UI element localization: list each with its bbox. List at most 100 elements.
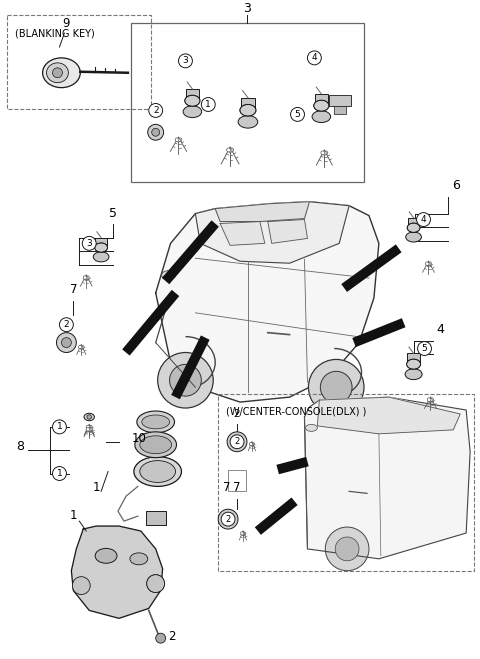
Ellipse shape [47,63,68,82]
Polygon shape [268,219,308,243]
Circle shape [83,276,87,279]
Ellipse shape [134,457,181,486]
Circle shape [427,262,430,266]
Circle shape [84,276,88,279]
Circle shape [169,364,201,396]
Circle shape [61,337,72,347]
Text: 2: 2 [226,515,231,524]
Bar [96,238,107,246]
Bar [408,353,420,362]
Text: 10: 10 [132,432,146,445]
Circle shape [57,333,76,353]
Circle shape [417,213,431,227]
Circle shape [429,398,432,402]
Circle shape [223,514,233,524]
Ellipse shape [305,424,317,432]
Circle shape [89,425,92,429]
Text: 4: 4 [420,215,426,224]
Bar [131,23,364,182]
Circle shape [86,276,89,279]
Text: 4: 4 [436,323,444,335]
Circle shape [323,152,326,155]
Circle shape [290,107,304,121]
Circle shape [156,633,166,643]
Circle shape [232,437,242,447]
Circle shape [52,420,66,434]
Circle shape [52,467,66,480]
Circle shape [52,68,62,78]
Ellipse shape [135,432,177,457]
Ellipse shape [140,436,171,453]
Circle shape [87,415,92,419]
Text: 1: 1 [70,509,77,522]
Circle shape [309,359,364,415]
Polygon shape [72,526,163,618]
Circle shape [325,527,369,571]
Text: 3: 3 [182,57,188,65]
Text: 1: 1 [93,481,100,494]
Text: 5: 5 [295,110,300,119]
Circle shape [178,138,182,142]
Circle shape [149,103,163,117]
Circle shape [335,537,359,561]
Text: 2: 2 [234,409,240,419]
Ellipse shape [314,100,329,111]
Text: 1: 1 [57,422,62,432]
Ellipse shape [130,553,148,565]
Bar [186,89,199,99]
Text: 4: 4 [312,53,317,63]
Text: 8: 8 [16,440,24,453]
Ellipse shape [137,411,175,433]
Circle shape [87,426,91,429]
Ellipse shape [93,252,109,262]
Circle shape [152,129,160,136]
Circle shape [81,345,84,349]
Ellipse shape [84,413,95,420]
Circle shape [80,345,83,349]
Circle shape [60,318,73,331]
Circle shape [177,138,180,142]
Text: 6: 6 [452,179,460,192]
Bar [241,98,255,109]
Polygon shape [304,397,470,559]
Text: 1: 1 [205,100,211,109]
Ellipse shape [238,115,258,128]
Ellipse shape [407,223,420,233]
Circle shape [430,398,433,401]
Bar [334,107,346,115]
Ellipse shape [43,58,80,88]
Bar [228,469,246,492]
Text: 9: 9 [63,17,70,30]
Circle shape [320,371,352,403]
Text: (W/CENTER-CONSOLE(DLX) ): (W/CENTER-CONSOLE(DLX) ) [226,406,367,416]
Circle shape [201,98,215,111]
Circle shape [241,532,245,535]
Circle shape [251,443,254,445]
Text: 7: 7 [233,481,241,494]
Ellipse shape [183,106,202,117]
Ellipse shape [406,232,421,242]
Circle shape [227,148,230,152]
Circle shape [240,532,244,535]
Text: 2: 2 [234,438,240,446]
Circle shape [418,341,432,355]
Ellipse shape [162,271,176,279]
Circle shape [86,428,90,431]
Circle shape [428,262,432,266]
Text: 7: 7 [223,481,231,494]
Circle shape [425,262,429,266]
Bar [408,217,420,226]
Text: 2: 2 [63,320,69,330]
Circle shape [324,151,328,155]
Circle shape [228,148,232,152]
Circle shape [427,398,431,401]
Circle shape [89,428,92,431]
Ellipse shape [142,415,169,429]
Circle shape [221,512,235,526]
Circle shape [72,577,90,594]
Bar [7,15,151,109]
Ellipse shape [185,96,200,106]
Polygon shape [156,202,379,402]
Text: 7: 7 [70,283,77,296]
Circle shape [242,532,246,535]
